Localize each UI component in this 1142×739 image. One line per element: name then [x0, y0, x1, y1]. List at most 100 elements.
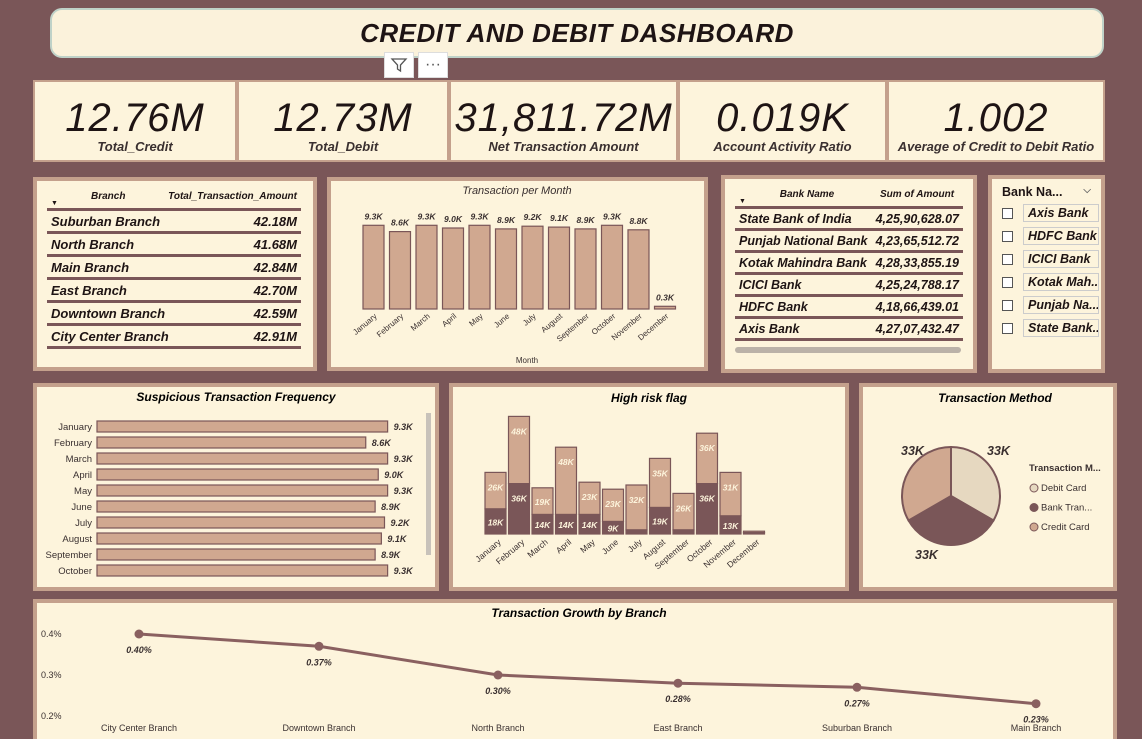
sort-down-icon[interactable]: ▼ — [51, 200, 58, 207]
bar-segment[interactable] — [719, 471, 742, 517]
data-point[interactable] — [314, 641, 324, 651]
bar-segment[interactable] — [531, 487, 554, 516]
legend-label[interactable]: Credit Card — [1041, 522, 1090, 533]
pie-slice[interactable] — [901, 445, 952, 522]
slicer-item[interactable]: ICICI Bank — [1002, 250, 1101, 268]
bar-segment[interactable] — [507, 415, 531, 485]
bar-segment[interactable] — [601, 488, 625, 522]
slicer-item[interactable]: State Bank... — [1002, 319, 1101, 337]
bar[interactable] — [96, 564, 389, 577]
slicer-item[interactable]: Kotak Mah... — [1002, 273, 1101, 291]
bar[interactable] — [468, 224, 491, 310]
checkbox[interactable] — [1002, 207, 1013, 219]
vertical-scrollbar[interactable] — [426, 413, 431, 555]
branch-table-header[interactable]: Branch Total_Transaction_Amount ▼ — [47, 189, 301, 211]
chart-title: Transaction Method — [938, 391, 1052, 405]
bar-segment[interactable] — [742, 530, 766, 534]
bar[interactable] — [96, 468, 379, 481]
checkbox[interactable] — [1002, 322, 1013, 334]
table-row[interactable]: Axis Bank 4,27,07,432.47 — [735, 319, 963, 341]
bar[interactable] — [600, 224, 624, 310]
bar[interactable] — [441, 227, 465, 310]
table-row[interactable]: State Bank of India 4,25,90,628.07 — [735, 209, 963, 231]
chevron-down-icon[interactable]: ⌵ — [1083, 185, 1091, 196]
table-row[interactable]: ICICI Bank 4,25,24,788.17 — [735, 275, 963, 297]
bar-segment[interactable] — [507, 482, 531, 535]
bar-segment[interactable] — [578, 481, 601, 515]
bar[interactable] — [653, 305, 677, 310]
bar-segment[interactable] — [672, 492, 695, 531]
bar[interactable] — [96, 548, 376, 561]
data-point[interactable] — [852, 682, 862, 692]
bar-segment[interactable] — [625, 484, 648, 531]
legend-label[interactable]: Bank Tran... — [1041, 503, 1092, 514]
data-point[interactable] — [1031, 699, 1041, 709]
slicer-item[interactable]: Axis Bank — [1002, 204, 1101, 222]
table-row[interactable]: East Branch 42.70M — [47, 280, 301, 303]
bar[interactable] — [388, 230, 412, 310]
checkbox[interactable] — [1002, 276, 1013, 288]
sort-down-icon[interactable]: ▼ — [739, 198, 746, 205]
bar[interactable] — [96, 516, 386, 529]
bar-segment[interactable] — [484, 471, 507, 510]
header-sum-amount[interactable]: Sum of Amount — [879, 189, 955, 200]
header-branch[interactable]: Branch — [91, 191, 126, 202]
bar-segment[interactable] — [695, 432, 719, 485]
data-point[interactable] — [134, 629, 144, 639]
y-tick-label: October — [58, 566, 92, 577]
slicer-item[interactable]: HDFC Bank — [1002, 227, 1101, 245]
checkbox[interactable] — [1002, 253, 1013, 265]
checkbox[interactable] — [1002, 230, 1013, 242]
x-axis-label: Month — [516, 356, 538, 365]
data-label: 33K — [987, 444, 1011, 458]
header-bank-name[interactable]: Bank Name — [779, 189, 835, 200]
bar[interactable] — [415, 224, 438, 310]
bar-segment[interactable] — [625, 529, 648, 535]
bar[interactable] — [627, 229, 650, 310]
branch-amount: 42.70M — [253, 283, 297, 298]
bar[interactable] — [96, 452, 389, 465]
bar[interactable] — [547, 226, 571, 310]
header-total-amount[interactable]: Total_Transaction_Amount — [168, 191, 297, 202]
bar[interactable] — [362, 224, 385, 310]
horizontal-scrollbar[interactable] — [735, 347, 961, 353]
legend-marker[interactable] — [1029, 483, 1039, 493]
bank-table-header[interactable]: Bank Name Sum of Amount ▼ — [735, 187, 963, 209]
table-row[interactable]: City Center Branch 42.91M — [47, 326, 301, 349]
filter-icon[interactable] — [384, 52, 414, 78]
more-options-icon[interactable]: ··· — [418, 52, 448, 78]
data-label: 13K — [723, 521, 739, 531]
table-row[interactable]: Punjab National Bank 4,23,65,512.72 — [735, 231, 963, 253]
bar[interactable] — [96, 436, 367, 449]
bar-segment[interactable] — [672, 529, 695, 535]
bar[interactable] — [574, 228, 597, 310]
bar[interactable] — [494, 228, 518, 310]
table-row[interactable]: Downtown Branch 42.59M — [47, 303, 301, 326]
bar[interactable] — [521, 225, 544, 310]
data-label: 8.6K — [391, 218, 410, 228]
bar-segment[interactable] — [695, 482, 719, 535]
bar[interactable] — [96, 420, 389, 433]
table-row[interactable]: Kotak Mahindra Bank 4,28,33,855.19 — [735, 253, 963, 275]
data-label: 36K — [699, 443, 715, 453]
slicer-item[interactable]: Punjab Na... — [1002, 296, 1101, 314]
legend-label[interactable]: Debit Card — [1041, 483, 1086, 494]
data-point[interactable] — [493, 670, 503, 680]
table-row[interactable]: Main Branch 42.84M — [47, 257, 301, 280]
data-point[interactable] — [673, 678, 683, 688]
kpi-label: Total_Debit — [307, 139, 379, 154]
pie-slice[interactable] — [907, 494, 995, 546]
checkbox[interactable] — [1002, 299, 1013, 311]
bar[interactable] — [96, 532, 382, 545]
table-row[interactable]: HDFC Bank 4,18,66,439.01 — [735, 297, 963, 319]
bank-slicer-panel: Bank Na... ⌵ Axis Bank HDFC Bank ICICI B… — [988, 175, 1105, 373]
table-row[interactable]: Suburban Branch 42.18M — [47, 211, 301, 234]
bar-segment[interactable] — [648, 457, 672, 509]
branch-amount: 42.84M — [253, 260, 297, 275]
bar[interactable] — [96, 500, 376, 513]
bar-segment[interactable] — [554, 446, 578, 515]
table-row[interactable]: North Branch 41.68M — [47, 234, 301, 257]
legend-marker[interactable] — [1029, 522, 1039, 532]
bar[interactable] — [96, 484, 389, 497]
legend-marker[interactable] — [1029, 503, 1039, 512]
